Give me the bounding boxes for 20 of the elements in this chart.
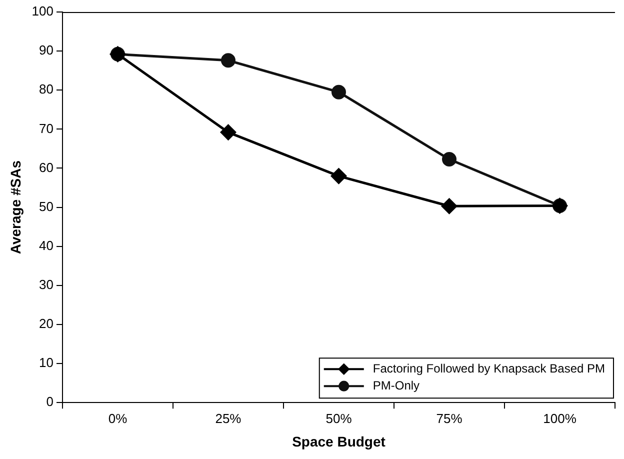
y-tick-label: 0 — [46, 394, 54, 410]
x-axis-title: Space Budget — [292, 433, 386, 450]
x-tick-label: 75% — [436, 410, 463, 426]
y-tick-label: 50 — [39, 198, 54, 214]
y-axis-title: Average #SAs — [7, 160, 24, 254]
x-tick-label: 0% — [108, 410, 128, 426]
y-tick-label: 70 — [39, 120, 54, 136]
x-tick-label: 100% — [543, 410, 577, 426]
y-tick-label: 40 — [39, 238, 54, 253]
y-tick-label: 80 — [39, 82, 54, 97]
y-tick-label: 30 — [39, 277, 54, 292]
y-tick-label: 10 — [39, 355, 54, 370]
y-tick-label: 100 — [32, 4, 54, 19]
y-tick-label: 20 — [39, 316, 54, 332]
x-tick-label: 25% — [215, 410, 242, 426]
y-tick-label: 90 — [39, 42, 54, 58]
legend-label: PM-Only — [372, 378, 420, 392]
x-tick-label: 50% — [326, 410, 352, 426]
legend-label: Factoring Followed by Knapsack Based PM — [372, 361, 606, 376]
y-tick-label: 60 — [39, 160, 54, 175]
